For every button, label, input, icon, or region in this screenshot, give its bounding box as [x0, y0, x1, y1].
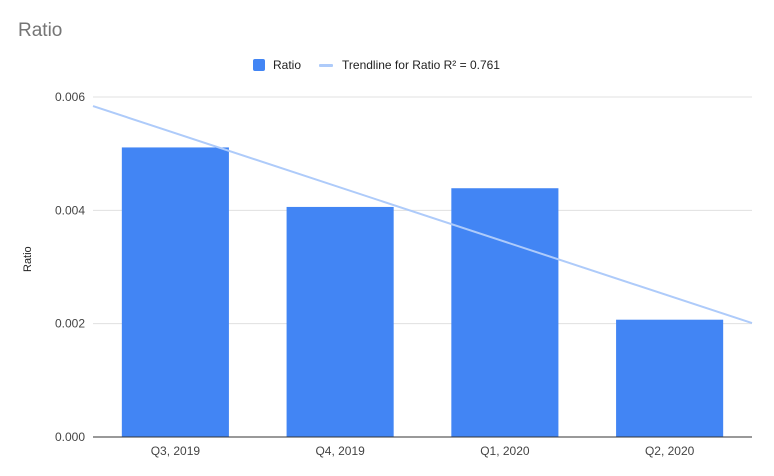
- x-tick-label: Q4, 2019: [315, 444, 365, 458]
- bar: [616, 319, 724, 437]
- x-tick-label: Q1, 2020: [480, 444, 530, 458]
- y-tick-label: 0.002: [55, 317, 85, 331]
- bar: [121, 147, 229, 437]
- x-tick-label: Q3, 2019: [151, 444, 201, 458]
- chart-title: Ratio: [18, 20, 63, 41]
- legend: Ratio Trendline for Ratio R² = 0.761: [253, 58, 500, 72]
- y-tick-label: 0.000: [55, 430, 85, 444]
- x-tick-label: Q2, 2020: [645, 444, 695, 458]
- legend-swatch-ratio: [253, 59, 265, 71]
- legend-swatch-trendline: [319, 63, 334, 67]
- y-tick-label: 0.006: [55, 90, 85, 104]
- bar: [451, 188, 559, 437]
- bar: [286, 206, 394, 437]
- legend-label-ratio: Ratio: [273, 58, 302, 72]
- trendline: [92, 105, 753, 325]
- legend-label-trendline: Trendline for Ratio R² = 0.761: [342, 58, 500, 72]
- y-tick-label: 0.004: [55, 203, 85, 217]
